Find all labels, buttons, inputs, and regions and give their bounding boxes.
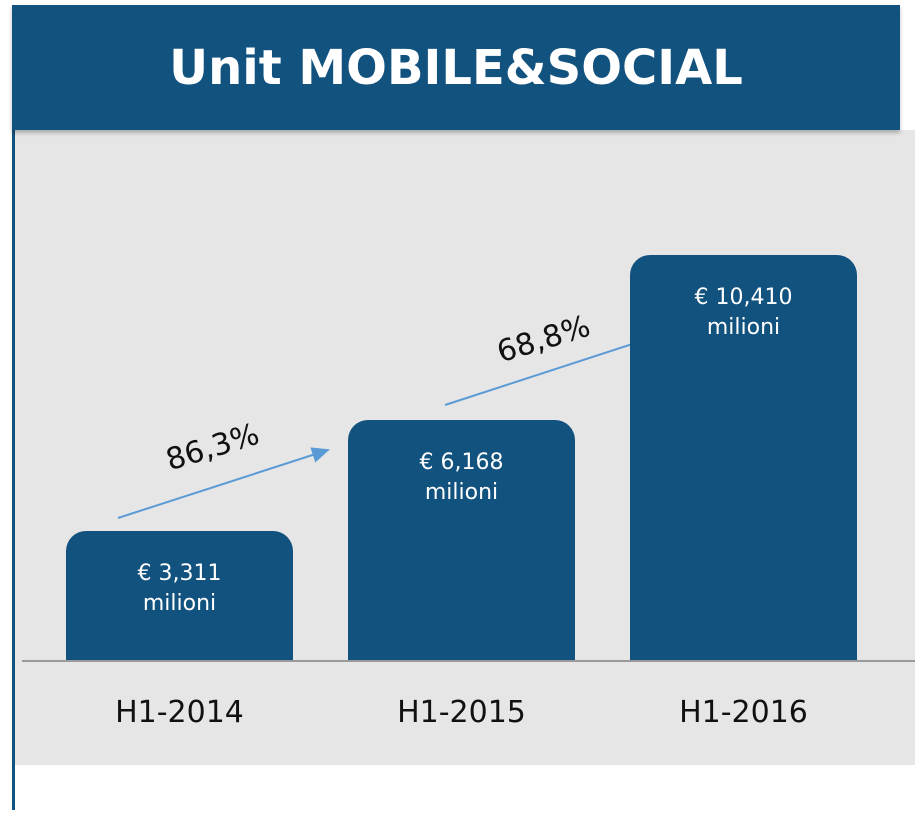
x-tick-label: H1-2014 [115, 695, 244, 730]
baseline [22, 660, 915, 662]
value-label: € 3,311 milioni [137, 561, 222, 617]
growth-arrow [117, 447, 330, 519]
bar [66, 531, 293, 660]
bar [630, 255, 857, 660]
value-label: € 6,168 milioni [419, 450, 504, 506]
value-label: € 10,410 milioni [694, 285, 793, 340]
chart-title: Unit MOBILE&SOCIAL [12, 5, 900, 130]
x-tick-label: H1-2016 [679, 695, 808, 730]
growth-arrow [444, 333, 659, 406]
bar [348, 420, 575, 660]
left-border [12, 120, 15, 810]
x-tick-label: H1-2015 [397, 695, 526, 730]
